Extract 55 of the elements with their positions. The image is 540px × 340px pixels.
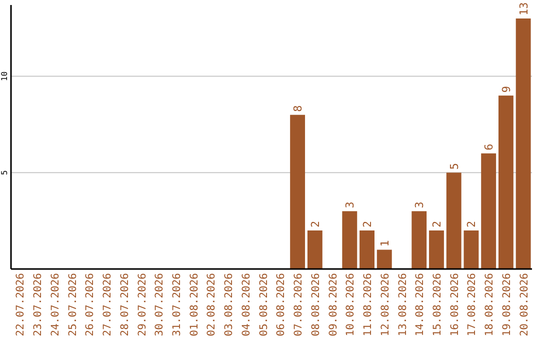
data-label: 5	[448, 163, 461, 170]
bar	[481, 153, 496, 269]
bar	[446, 172, 462, 269]
data-label: 2	[430, 220, 444, 228]
bar	[412, 211, 427, 269]
x-tick-label: 13.08.2026	[396, 273, 409, 336]
x-tick-label: 19.08.2026	[500, 273, 513, 336]
x-tick-label: 24.07.2026	[49, 273, 62, 336]
data-label: 9	[500, 86, 513, 93]
bar	[464, 230, 479, 269]
data-label: 13	[517, 2, 530, 16]
data-label: 1	[378, 240, 392, 247]
data-label: 2	[465, 220, 478, 228]
bar	[516, 18, 531, 269]
x-tick-label: 22.07.2026	[14, 273, 27, 336]
x-tick-label: 18.08.2026	[484, 273, 496, 336]
x-tick-label: 02.08.2026	[206, 273, 218, 336]
bar	[307, 230, 322, 269]
x-tick-label: 16.08.2026	[448, 273, 461, 336]
x-tick-label: 08.08.2026	[310, 273, 322, 336]
x-tick-label: 28.07.2026	[118, 273, 131, 336]
data-label: 2	[361, 220, 374, 228]
x-tick-label: 27.07.2026	[102, 273, 114, 336]
data-label: 3	[344, 202, 357, 208]
data-label: 3	[413, 202, 426, 208]
data-label: 6	[482, 144, 496, 150]
x-tick-label: 17.08.2026	[466, 273, 478, 336]
x-tick-label: 11.08.2026	[362, 273, 374, 336]
x-tick-label: 06.08.2026	[275, 273, 288, 336]
x-tick-label: 30.07.2026	[154, 273, 166, 336]
bar	[290, 114, 306, 269]
y-tick-label: 10	[0, 71, 9, 82]
data-label: 8	[292, 105, 305, 112]
x-tick-label: 10.08.2026	[344, 273, 357, 336]
x-tick-label: 09.08.2026	[327, 273, 340, 336]
x-tick-label: 15.08.2026	[431, 273, 444, 336]
x-tick-label: 05.08.2026	[258, 273, 270, 336]
x-tick-label: 31.07.2026	[170, 273, 183, 336]
x-tick-label: 07.08.2026	[292, 273, 305, 336]
x-tick-label: 29.07.2026	[136, 273, 148, 336]
x-tick-label: 26.07.2026	[84, 273, 96, 336]
x-tick-label: 23.07.2026	[32, 273, 44, 336]
bar	[342, 211, 358, 269]
bar	[360, 230, 374, 269]
bar	[498, 96, 514, 269]
x-tick-label: 14.08.2026	[414, 273, 426, 336]
bar	[376, 250, 392, 269]
x-tick-label: 03.08.2026	[223, 273, 236, 336]
x-tick-label: 12.08.2026	[379, 273, 392, 336]
bar	[429, 230, 444, 269]
x-tick-label: 04.08.2026	[240, 273, 252, 336]
x-tick-label: 20.08.2026	[518, 273, 530, 336]
data-label: 2	[308, 220, 322, 228]
x-tick-label: 01.08.2026	[188, 273, 200, 336]
x-tick-label: 25.07.2026	[66, 273, 79, 336]
